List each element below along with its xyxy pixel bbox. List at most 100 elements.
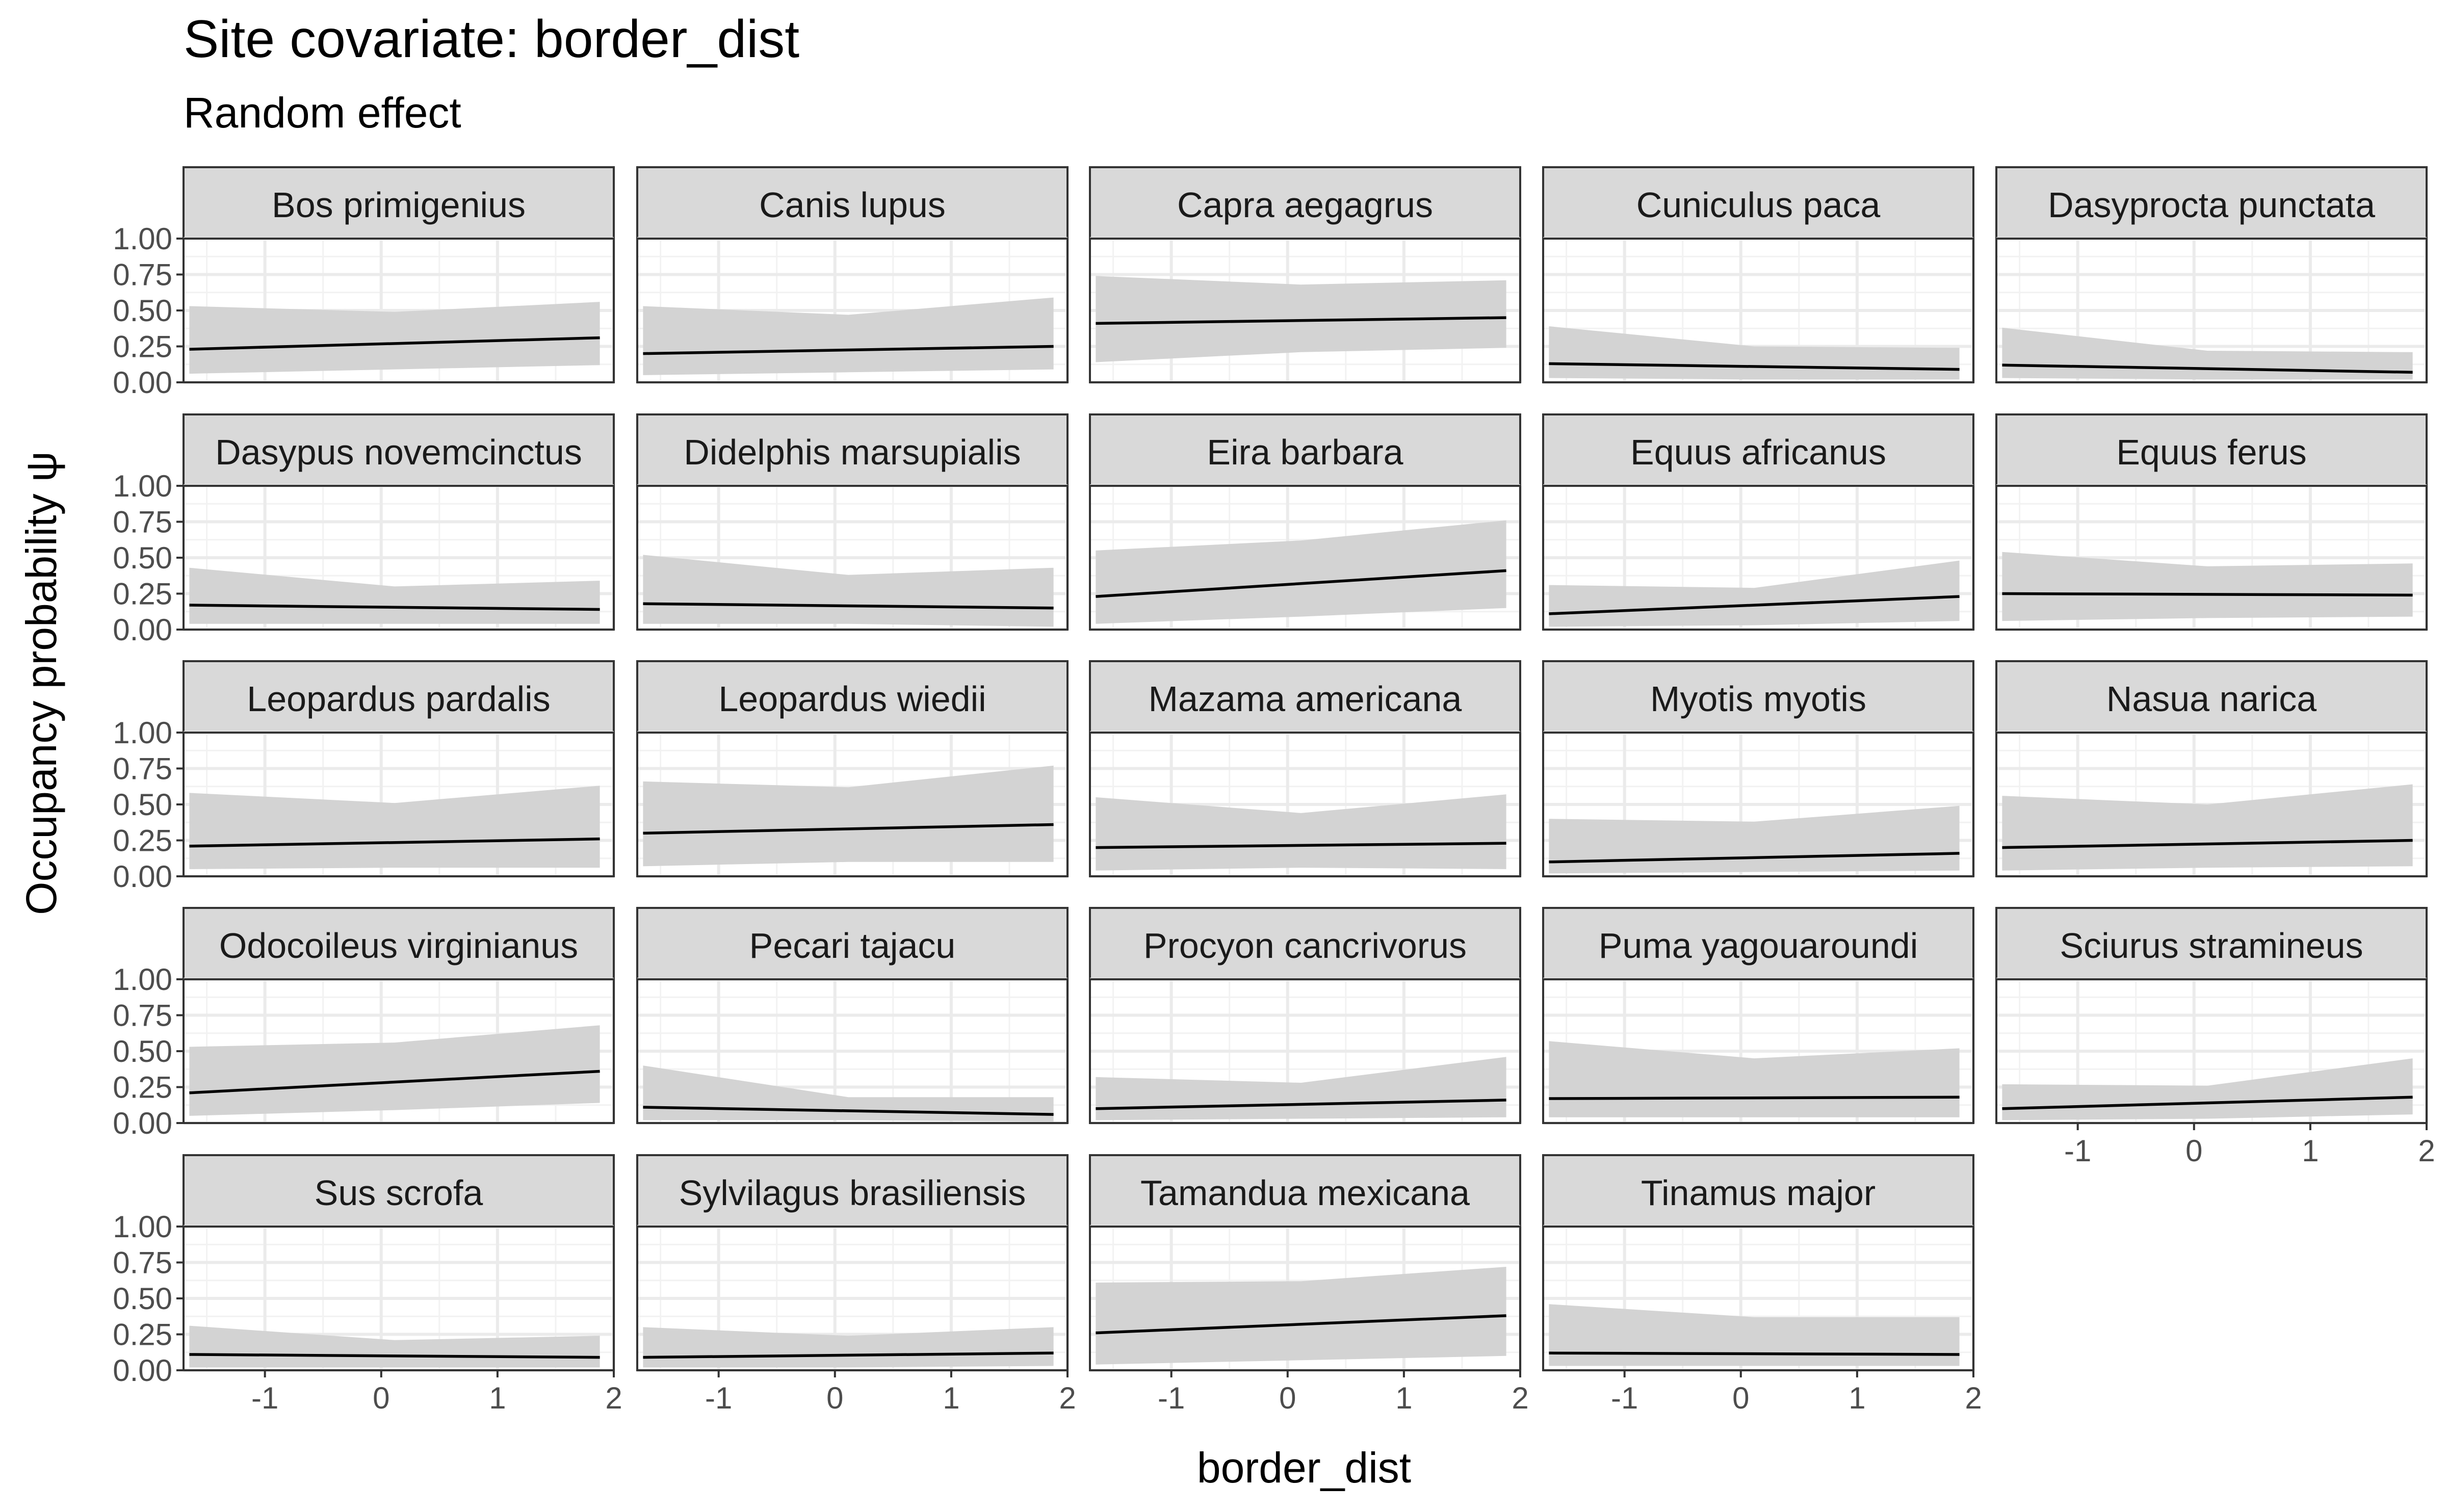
confidence-ribbon — [643, 765, 1054, 867]
facet-strip — [1089, 413, 1521, 487]
panel-border — [1542, 978, 1974, 1124]
panel-border — [636, 732, 1069, 877]
confidence-ribbon — [643, 1065, 1054, 1122]
facet-panel: Capra aegagrus — [1089, 166, 1522, 384]
mean-line — [1549, 362, 1960, 371]
y-tick-label: 0.00 — [113, 613, 172, 647]
panel-border — [1542, 238, 1974, 383]
facet-panel: Dasyprocta punctata — [1995, 166, 2428, 384]
mean-line — [189, 1070, 600, 1094]
x-tick-label: -1 — [2064, 1134, 2091, 1168]
confidence-ribbon — [1549, 1304, 1960, 1366]
facet-panel: Equus ferus — [1995, 413, 2428, 631]
y-tick-label: 0.00 — [113, 859, 172, 894]
confidence-ribbon — [643, 297, 1054, 375]
facet-strip — [1542, 413, 1974, 487]
mean-line — [2002, 363, 2413, 374]
x-tick-label: 2 — [1965, 1381, 1982, 1415]
x-tick-label: 0 — [2185, 1134, 2202, 1168]
y-tick-label: 1.00 — [113, 962, 172, 997]
y-tick-label: 0.75 — [113, 999, 172, 1033]
y-tick-label: 0.50 — [113, 294, 172, 328]
y-tick-label: 0.75 — [113, 258, 172, 292]
facet-strip — [183, 166, 615, 240]
facet-strip-label: Dasypus novemcinctus — [215, 432, 582, 472]
facet-strip-label: Didelphis marsupialis — [684, 432, 1021, 472]
facet-strip-label: Canis lupus — [759, 185, 946, 225]
y-tick-label: 0.00 — [113, 366, 172, 400]
mean-line — [1549, 1351, 1960, 1356]
panel-border — [1995, 978, 2428, 1124]
facet-panel: Mazama americana — [1089, 660, 1522, 878]
facet-panel: Pecari tajacu — [636, 907, 1069, 1125]
mean-line — [1549, 1096, 1960, 1100]
mean-line — [189, 837, 600, 848]
mean-line — [1096, 316, 1506, 325]
mean-line — [189, 604, 600, 611]
y-tick-label: 0.50 — [113, 1034, 172, 1068]
mean-line — [643, 602, 1054, 610]
facet-strip-label: Equus ferus — [2116, 432, 2307, 472]
facet-strip-label: Pecari tajacu — [749, 926, 956, 966]
panel-border — [1089, 732, 1521, 877]
facet-panel: Puma yagouaroundi — [1542, 907, 1975, 1125]
facet-strip — [636, 907, 1069, 980]
confidence-ribbon — [2002, 552, 2413, 621]
facet-strip-label: Myotis myotis — [1650, 679, 1866, 719]
mean-line — [2002, 1096, 2413, 1110]
mean-line — [643, 1106, 1054, 1116]
x-tick-label: -1 — [1611, 1381, 1638, 1415]
facet-panel: Eira barbara — [1089, 413, 1522, 631]
x-tick-label: 2 — [1512, 1381, 1528, 1415]
mean-line — [1096, 1099, 1506, 1110]
x-tick-label: 1 — [1849, 1381, 1865, 1415]
x-tick-label: 1 — [2302, 1134, 2319, 1168]
confidence-ribbon — [189, 567, 600, 624]
facet-strip-label: Dasyprocta punctata — [2048, 185, 2375, 225]
facet-strip-label: Puma yagouaroundi — [1599, 926, 1918, 966]
x-axis-title: border_dist — [1197, 1444, 1411, 1492]
confidence-ribbon — [1096, 276, 1506, 362]
x-tick-label: 0 — [373, 1381, 389, 1415]
panel-border — [1089, 238, 1521, 383]
facet-strip-label: Leopardus wiedii — [718, 679, 986, 719]
chart-title: Site covariate: border_dist — [184, 10, 799, 69]
panel-border — [1089, 1226, 1521, 1371]
facet-panel: Leopardus wiedii — [636, 660, 1069, 878]
facet-panel: Odocoileus virginianus 0.000.250.500.751.… — [113, 907, 615, 1140]
panel-border — [1542, 485, 1974, 631]
facet-panel: Dasypus novemcinctus 0.000.250.500.751.00 — [113, 413, 615, 647]
x-tick-label: 1 — [943, 1381, 959, 1415]
x-tick-label: 2 — [2418, 1134, 2435, 1168]
facet-strip-label: Equus africanus — [1630, 432, 1886, 472]
y-tick-label: 0.50 — [113, 1282, 172, 1316]
facet-strip-label: Nasua narica — [2106, 679, 2317, 719]
facet-strip — [183, 660, 615, 734]
y-tick-label: 0.50 — [113, 541, 172, 575]
y-tick-label: 1.00 — [113, 222, 172, 256]
panel-border — [1995, 485, 2428, 631]
mean-line — [1096, 842, 1506, 849]
panel-border — [1995, 732, 2428, 877]
y-tick-label: 0.00 — [113, 1353, 172, 1388]
facet-panel: Myotis myotis — [1542, 660, 1975, 878]
mean-line — [189, 336, 600, 351]
mean-line — [1549, 852, 1960, 864]
facet-panel: Sylvilagus brasiliensis -1 0 1 2 — [636, 1154, 1076, 1415]
facet-panel: Bos primigenius 0.000.250.500.751.00 — [113, 166, 615, 400]
confidence-ribbon — [189, 1025, 600, 1116]
mean-line — [643, 1351, 1054, 1359]
y-tick-label: 1.00 — [113, 716, 172, 750]
facet-strip — [183, 1154, 615, 1228]
y-tick-label: 0.75 — [113, 1246, 172, 1280]
panel-border — [636, 485, 1069, 631]
facet-strip-label: Tinamus major — [1641, 1173, 1876, 1213]
y-axis-title: Occupancy probability ψ — [17, 451, 65, 915]
panel-border — [1542, 732, 1974, 877]
x-tick-label: 2 — [1059, 1381, 1076, 1415]
facet-strip — [1995, 166, 2428, 240]
facet-panel: Cuniculus paca — [1542, 166, 1975, 384]
confidence-ribbon — [1096, 1057, 1506, 1120]
x-tick-label: -1 — [705, 1381, 732, 1415]
